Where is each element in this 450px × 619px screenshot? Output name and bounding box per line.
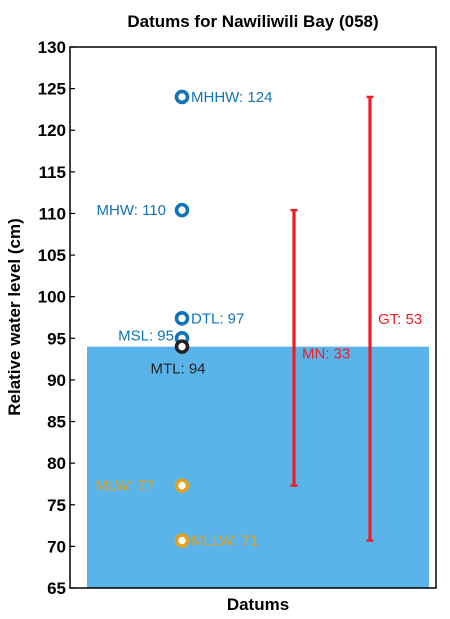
y-tick-label: 90 bbox=[47, 371, 66, 390]
datum-label-mhhw: MHHW: 124 bbox=[191, 89, 272, 106]
y-tick-label: 75 bbox=[47, 496, 66, 515]
datum-markers: MHHW: 124 MHW: 110 DTL: 97 MSL: 95 MTL: 94 ML… bbox=[95, 89, 272, 550]
range-bars: MN: 33 GT: 53 bbox=[290, 95, 422, 542]
y-tick-label: 65 bbox=[47, 579, 66, 598]
y-tick-label: 80 bbox=[47, 454, 66, 473]
y-tick-label: 125 bbox=[38, 80, 66, 99]
range-label-mn: MN: 33 bbox=[302, 345, 350, 362]
y-tick-label: 105 bbox=[38, 246, 66, 265]
datum-label-mtl: MTL: 94 bbox=[150, 361, 205, 378]
plot-frame bbox=[69, 46, 437, 589]
y-tick-label: 130 bbox=[38, 38, 66, 57]
y-tick-label: 70 bbox=[47, 537, 66, 556]
datum-label-mllw: MLLW: 71 bbox=[191, 533, 258, 550]
water-fill bbox=[87, 346, 429, 588]
y-tick-label: 95 bbox=[47, 329, 66, 348]
y-tick-label: 100 bbox=[38, 288, 66, 307]
datum-point-mhhw bbox=[174, 89, 190, 105]
datum-point-mhw bbox=[174, 202, 190, 218]
datum-label-msl: MSL: 95 bbox=[118, 327, 174, 344]
datum-point-mlw bbox=[174, 478, 190, 493]
y-tick-label: 110 bbox=[39, 204, 66, 223]
y-tick-label: 85 bbox=[47, 413, 66, 432]
datum-point-mtl bbox=[174, 339, 190, 354]
y-tick-label: 115 bbox=[39, 163, 66, 182]
datum-label-mlw: MLW: 77 bbox=[95, 478, 154, 495]
y-axis-label: Relative water level (cm) bbox=[5, 218, 24, 415]
y-axis: 65 70 75 80 85 90 95 100 105 110 115 120 125 130 bbox=[38, 38, 75, 598]
x-axis-label: Datums bbox=[227, 595, 289, 614]
datum-point-dtl bbox=[174, 311, 190, 326]
datum-label-dtl: DTL: 97 bbox=[191, 310, 244, 327]
range-label-gt: GT: 53 bbox=[378, 311, 422, 328]
datum-point-mllw bbox=[174, 533, 190, 548]
datum-label-mhw: MHW: 110 bbox=[97, 202, 166, 219]
y-tick-label: 120 bbox=[38, 121, 66, 140]
chart-title: Datums for Nawiliwili Bay (058) bbox=[127, 12, 378, 31]
